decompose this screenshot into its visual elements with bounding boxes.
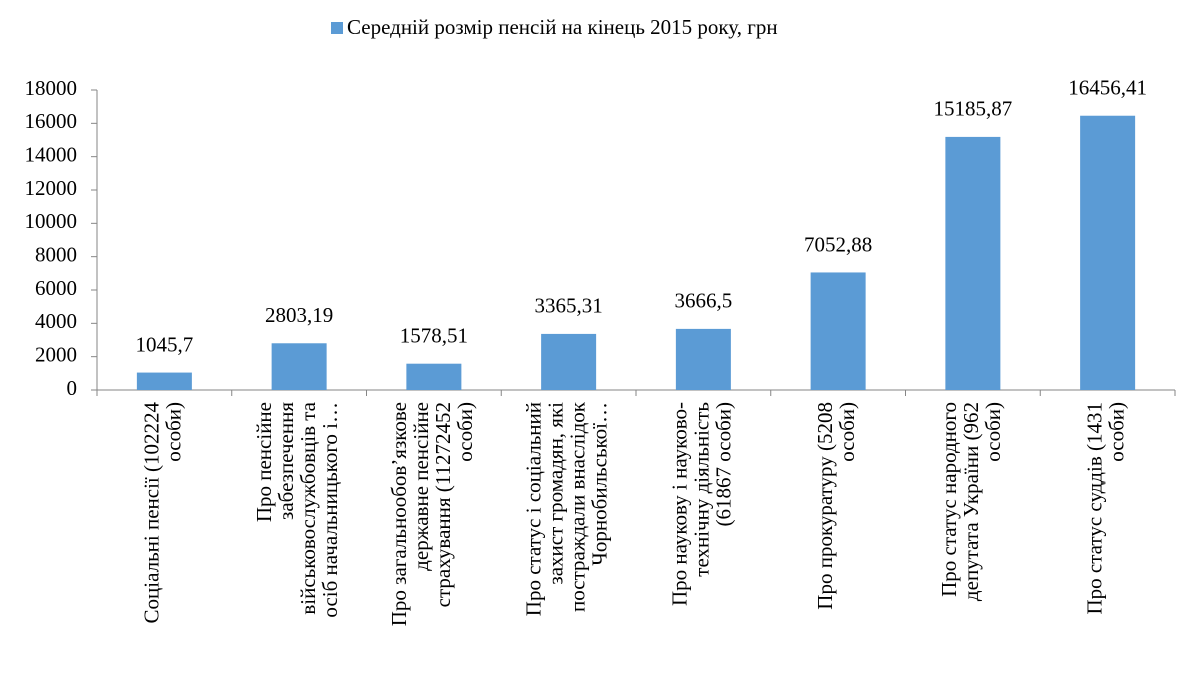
x-tick-label: Про статус і соціальнийзахист громадян, …: [521, 401, 611, 616]
data-label: 1578,51: [400, 324, 468, 348]
x-tick-label: Про загальнообов’язковедержавне пенсійне…: [387, 402, 477, 626]
bar: [271, 343, 327, 390]
bar: [1080, 115, 1136, 390]
bar: [541, 333, 597, 390]
y-tick-label: 12000: [25, 176, 78, 200]
data-label: 3365,31: [535, 294, 603, 318]
y-tick-label: 2000: [35, 342, 77, 366]
legend-marker: [331, 22, 343, 34]
data-label: 15185,87: [934, 97, 1013, 121]
y-tick-label: 8000: [35, 242, 77, 266]
y-tick-label: 16000: [25, 109, 78, 133]
data-label: 1045,7: [136, 332, 194, 356]
data-label: 16456,41: [1068, 76, 1147, 100]
bar: [136, 372, 192, 390]
y-tick-label: 18000: [25, 76, 78, 100]
y-tick-label: 10000: [25, 209, 78, 233]
bar: [675, 328, 731, 390]
bar: [810, 272, 866, 390]
legend-label: Середній розмір пенсій на кінець 2015 ро…: [347, 15, 778, 39]
bar: [406, 363, 462, 390]
x-tick-label: Про прокуратуру (5208особи): [813, 402, 859, 610]
x-tick-label: Про пенсійнезабезпеченнявійськовослужбов…: [252, 401, 342, 617]
bar: [945, 136, 1001, 390]
x-tick-label: Про статус суддів (1431особи): [1082, 402, 1128, 615]
data-label: 2803,19: [265, 303, 333, 327]
data-label: 3666,5: [675, 289, 733, 313]
y-tick-label: 4000: [35, 309, 77, 333]
x-tick-label: Про статус народногодепутата України (96…: [937, 402, 1005, 601]
y-tick-label: 6000: [35, 276, 77, 300]
y-tick-label: 0: [67, 376, 78, 400]
x-tick-label: Соціальні пенсії (102224особи): [139, 402, 185, 624]
data-label: 7052,88: [804, 232, 872, 256]
x-tick-label: Про наукову і науково-технічну діяльніст…: [667, 402, 735, 606]
y-tick-label: 14000: [25, 142, 78, 166]
